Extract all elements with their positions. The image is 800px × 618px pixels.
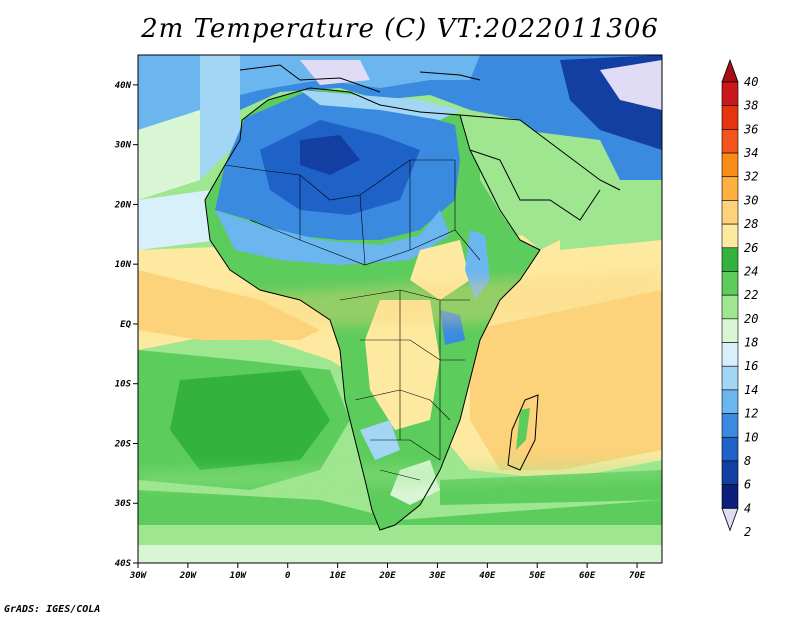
colorbar-label: 30 [743, 193, 758, 207]
longitude-axis: 30W 20W 10W 0 10E 20E 30E 40E 50E 60E 70E [129, 563, 646, 581]
lat-tick-label: 20S [114, 439, 132, 449]
lon-tick-label: 50E [529, 571, 546, 581]
colorbar-label: 22 [744, 288, 758, 302]
colorbar-segment [721, 200, 739, 225]
lat-tick-label: 30N [114, 141, 132, 151]
colorbar-segment [721, 152, 739, 178]
colorbar-label: 20 [744, 312, 758, 326]
colorbar-segment [721, 247, 739, 272]
colorbar-label: 36 [743, 122, 758, 136]
lat-tick-label: EQ [120, 320, 131, 330]
colorbar-label: 14 [744, 383, 758, 397]
colorbar-label: 4 [744, 501, 751, 515]
colorbar-label: 10 [744, 430, 758, 444]
lat-tick-label: 30S [114, 499, 132, 509]
colorbar-segment [721, 436, 739, 462]
colorbar-segment [721, 271, 739, 296]
colorbar-segment [721, 389, 739, 414]
colorbar-segment [721, 484, 739, 509]
colorbar-label: 12 [744, 407, 758, 421]
country-borders [224, 159, 481, 481]
lat-tick-label: 40S [115, 559, 132, 569]
colorbar-label: 32 [743, 170, 758, 184]
lon-tick-label: 60E [579, 571, 596, 581]
lat-tick-label: 40N [115, 81, 132, 91]
colorbar-segment [721, 223, 739, 249]
colorbar-bottom-arrow [721, 507, 739, 532]
lon-tick-label: 0 [285, 571, 291, 581]
colorbar-segment [721, 81, 739, 106]
lon-tick-label: 20E [378, 571, 396, 581]
colorbar-label: 2 [744, 525, 751, 539]
colorbar-label: 6 [744, 478, 751, 492]
colorbar-label: 34 [743, 146, 758, 160]
colorbar-label: 18 [744, 336, 758, 350]
lon-tick-label: 20W [179, 571, 198, 581]
plot-frame [137, 54, 663, 564]
colorbar-segment [721, 105, 739, 130]
colorbar-label: 38 [743, 99, 758, 113]
colorbar-label: 8 [744, 454, 751, 468]
colorbar-segment [721, 460, 739, 485]
lat-tick-label: 10N [115, 260, 132, 270]
lat-tick-label: 10S [115, 380, 132, 390]
lon-tick-label: 10E [329, 571, 346, 581]
lon-tick-label: 10W [230, 571, 248, 581]
colorbar-segment [721, 365, 739, 391]
lon-tick-label: 30E [428, 571, 446, 581]
lat-tick-label: 20N [114, 200, 132, 210]
footer-credit: GrADS: IGES/COLA [4, 604, 101, 615]
colorbar-segment [721, 342, 739, 367]
colorbar-label: 24 [744, 264, 758, 278]
colorbar-label: 28 [744, 217, 758, 231]
colorbar-segment [721, 129, 739, 154]
lon-tick-label: 30W [129, 571, 148, 581]
colorbar-segment [721, 413, 739, 438]
colorbar-segment [721, 318, 739, 343]
colorbar-label: 16 [744, 359, 758, 373]
colorbar-segment [721, 176, 739, 201]
colorbar-label: 26 [744, 241, 758, 255]
lon-tick-label: 40E [479, 571, 496, 581]
coastline [204, 64, 621, 531]
colorbar-segment [721, 294, 739, 320]
colorbar-label: 40 [744, 75, 758, 89]
colorbar-legend: 40 38 36 34 32 30 28 26 24 22 20 18 16 14 12 10 8 6 4 2 [721, 58, 758, 539]
lon-tick-label: 70E [629, 571, 646, 581]
map-title: 2m Temperature (C) VT:2022011306 [141, 14, 659, 44]
colorbar-top-arrow [721, 58, 739, 83]
latitude-axis: 40N 30N 20N 10N EQ 10S 20S 30S 40S [114, 81, 138, 569]
